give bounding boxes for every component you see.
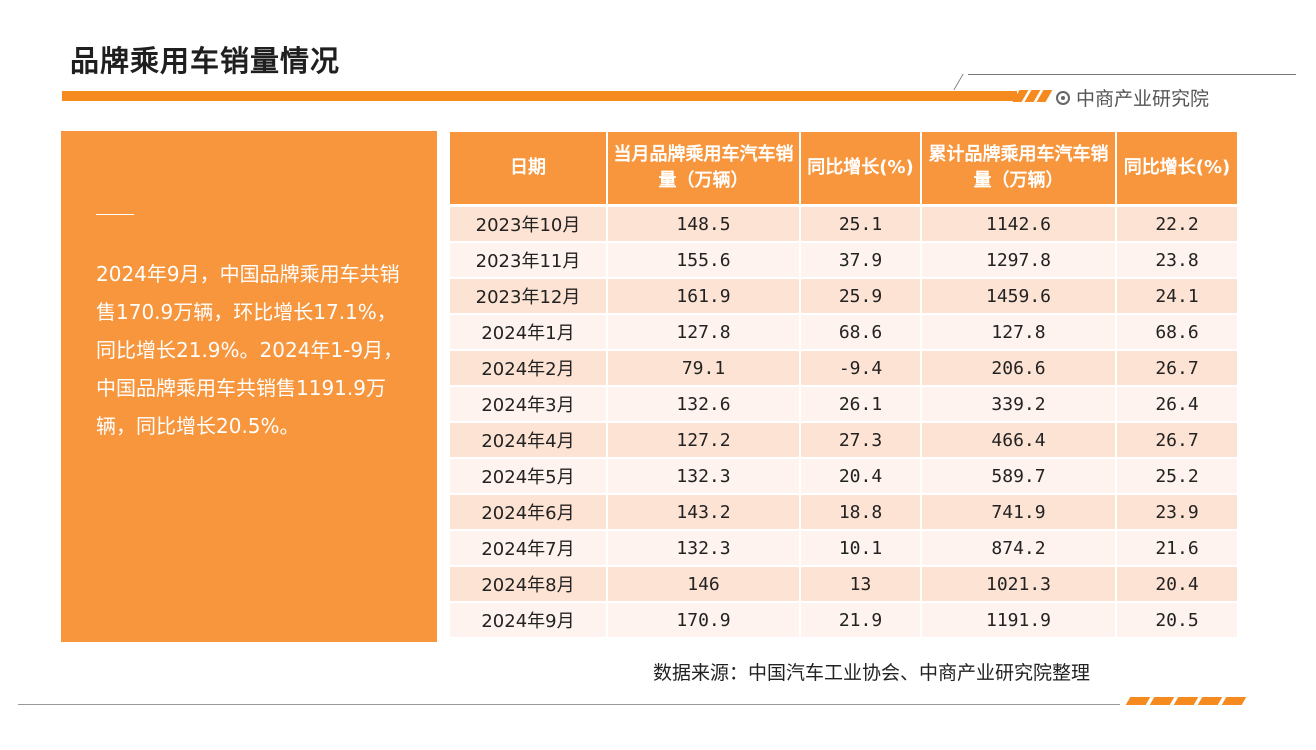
cell-monthly-yoy: 21.9 (800, 602, 922, 639)
cell-monthly-yoy: 25.1 (800, 205, 922, 243)
cell-cumulative-sales: 466.4 (921, 422, 1117, 459)
cell-monthly-sales: 132.3 (607, 458, 801, 495)
sales-table: 日期 当月品牌乘用车汽车销量（万辆） 同比增长(%) 累计品牌乘用车汽车销量（万… (450, 132, 1237, 639)
cell-monthly-yoy: 27.3 (800, 422, 922, 459)
cell-monthly-yoy: 37.9 (800, 242, 922, 279)
header-accent-bar (62, 91, 1017, 101)
cell-monthly-yoy: 68.6 (800, 314, 922, 351)
cell-monthly-yoy: 18.8 (800, 494, 922, 531)
table-row: 2024年2月 79.1 -9.4 206.6 26.7 (450, 350, 1237, 387)
cell-monthly-sales: 148.5 (607, 205, 801, 243)
header-cumulative-sales: 累计品牌乘用车汽车销量（万辆） (921, 132, 1117, 207)
cell-cumulative-yoy: 21.6 (1116, 530, 1237, 567)
cell-monthly-sales: 79.1 (607, 350, 801, 387)
cell-cumulative-yoy: 26.7 (1116, 422, 1237, 459)
header-monthly-sales: 当月品牌乘用车汽车销量（万辆） (607, 132, 801, 207)
cell-monthly-sales: 132.3 (607, 530, 801, 567)
cell-cumulative-sales: 589.7 (921, 458, 1117, 495)
summary-panel: 2024年9月，中国品牌乘用车共销售170.9万辆，环比增长17.1%，同比增长… (61, 131, 437, 642)
cell-monthly-yoy: 26.1 (800, 386, 922, 423)
cell-cumulative-yoy: 22.2 (1116, 205, 1237, 243)
target-circle-icon (1056, 90, 1070, 105)
table-header-row: 日期 当月品牌乘用车汽车销量（万辆） 同比增长(%) 累计品牌乘用车汽车销量（万… (450, 132, 1237, 207)
table-row: 2024年9月 170.9 21.9 1191.9 20.5 (450, 602, 1237, 639)
table-body: 2023年10月 148.5 25.1 1142.6 22.2 2023年11月 155.6… (450, 205, 1237, 639)
cell-cumulative-yoy: 25.2 (1116, 458, 1237, 495)
header-divider-notch (953, 74, 964, 90)
table-row: 2024年3月 132.6 26.1 339.2 26.4 (450, 386, 1237, 423)
cell-date: 2024年5月 (450, 458, 608, 495)
cell-cumulative-yoy: 26.4 (1116, 386, 1237, 423)
cell-cumulative-sales: 1021.3 (921, 566, 1117, 603)
cell-cumulative-sales: 339.2 (921, 386, 1117, 423)
cell-cumulative-yoy: 20.5 (1116, 602, 1237, 639)
cell-date: 2024年9月 (450, 602, 608, 639)
cell-monthly-yoy: 20.4 (800, 458, 922, 495)
table-row: 2024年7月 132.3 10.1 874.2 21.6 (450, 530, 1237, 567)
cell-cumulative-yoy: 23.9 (1116, 494, 1237, 531)
cell-monthly-sales: 127.8 (607, 314, 801, 351)
brand-name: 中商产业研究院 (1076, 88, 1210, 110)
table-row: 2023年11月 155.6 37.9 1297.8 23.8 (450, 242, 1237, 279)
header-cumulative-yoy: 同比增长(%) (1116, 132, 1237, 207)
cell-cumulative-sales: 1459.6 (921, 278, 1117, 315)
page-title: 品牌乘用车销量情况 (70, 44, 341, 78)
cell-cumulative-yoy: 20.4 (1116, 566, 1237, 603)
cell-date: 2023年10月 (450, 205, 608, 243)
cell-cumulative-yoy: 23.8 (1116, 242, 1237, 279)
header-date: 日期 (450, 132, 608, 207)
cell-date: 2024年8月 (450, 566, 608, 603)
cell-cumulative-sales: 741.9 (921, 494, 1117, 531)
header-monthly-yoy: 同比增长(%) (800, 132, 922, 207)
cell-monthly-sales: 155.6 (607, 242, 801, 279)
cell-monthly-yoy: 13 (800, 566, 922, 603)
footer-stripes-decoration (1125, 697, 1247, 705)
cell-date: 2024年3月 (450, 386, 608, 423)
cell-date: 2024年7月 (450, 530, 608, 567)
data-source-note: 数据来源：中国汽车工业协会、中商产业研究院整理 (653, 662, 1091, 684)
cell-cumulative-sales: 206.6 (921, 350, 1117, 387)
cell-cumulative-sales: 1297.8 (921, 242, 1117, 279)
cell-monthly-yoy: 25.9 (800, 278, 922, 315)
cell-cumulative-sales: 874.2 (921, 530, 1117, 567)
table-row: 2023年10月 148.5 25.1 1142.6 22.2 (450, 205, 1237, 243)
summary-text: 2024年9月，中国品牌乘用车共销售170.9万辆，环比增长17.1%，同比增长… (96, 262, 404, 438)
cell-monthly-yoy: -9.4 (800, 350, 922, 387)
cell-monthly-sales: 143.2 (607, 494, 801, 531)
cell-monthly-sales: 146 (607, 566, 801, 603)
table-row: 2024年8月 146 13 1021.3 20.4 (450, 566, 1237, 603)
table-row: 2024年1月 127.8 68.6 127.8 68.6 (450, 314, 1237, 351)
cell-monthly-sales: 170.9 (607, 602, 801, 639)
cell-monthly-sales: 132.6 (607, 386, 801, 423)
cell-date: 2023年11月 (450, 242, 608, 279)
footer-divider-line (18, 704, 1120, 705)
table-row: 2024年4月 127.2 27.3 466.4 26.7 (450, 422, 1237, 459)
summary-dash-decoration (96, 214, 134, 215)
cell-cumulative-sales: 1191.9 (921, 602, 1117, 639)
table-row: 2023年12月 161.9 25.9 1459.6 24.1 (450, 278, 1237, 315)
cell-cumulative-yoy: 68.6 (1116, 314, 1237, 351)
cell-cumulative-sales: 1142.6 (921, 205, 1117, 243)
table-row: 2024年5月 132.3 20.4 589.7 25.2 (450, 458, 1237, 495)
header-divider-line (968, 74, 1296, 75)
cell-date: 2024年4月 (450, 422, 608, 459)
cell-monthly-sales: 161.9 (607, 278, 801, 315)
cell-cumulative-sales: 127.8 (921, 314, 1117, 351)
cell-date: 2024年2月 (450, 350, 608, 387)
cell-monthly-yoy: 10.1 (800, 530, 922, 567)
cell-cumulative-yoy: 24.1 (1116, 278, 1237, 315)
cell-monthly-sales: 127.2 (607, 422, 801, 459)
brand-label: 中商产业研究院 (1056, 84, 1209, 111)
cell-date: 2024年6月 (450, 494, 608, 531)
cell-date: 2024年1月 (450, 314, 608, 351)
cell-cumulative-yoy: 26.7 (1116, 350, 1237, 387)
cell-date: 2023年12月 (450, 278, 608, 315)
table-row: 2024年6月 143.2 18.8 741.9 23.9 (450, 494, 1237, 531)
